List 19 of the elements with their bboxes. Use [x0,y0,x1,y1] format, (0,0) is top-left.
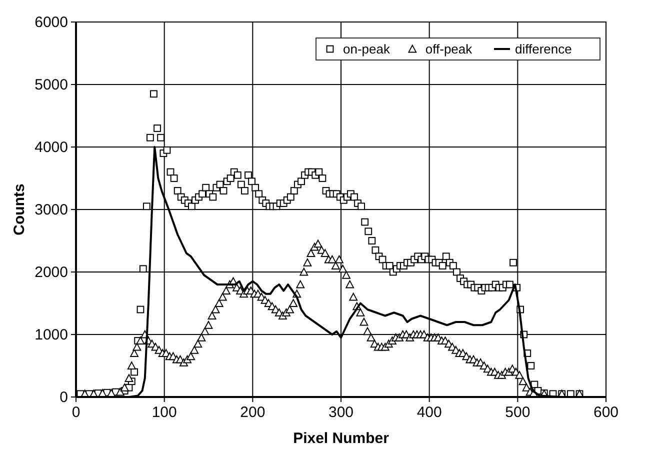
y-tick-label: 4000 [34,139,68,156]
x-axis-title: Pixel Number [293,430,390,447]
y-tick-label: 0 [60,389,68,406]
x-tick-label: 400 [416,404,442,421]
y-tick-label: 6000 [34,14,68,31]
x-tick-label: 0 [72,404,80,421]
legend-label: on-peak [343,42,390,56]
legend-label: difference [515,42,572,56]
y-tick-label: 1000 [34,326,68,344]
x-tick-label: 300 [328,404,354,421]
x-tick-label: 500 [505,404,530,421]
x-tick-label: 100 [152,404,177,421]
y-tick-label: 5000 [34,76,68,94]
x-tick-label: 200 [240,404,266,421]
y-axis-title: Counts [11,184,28,236]
x-tick-label: 600 [593,404,619,421]
legend-label: off-peak [425,42,473,56]
y-tick-label: 3000 [34,202,68,218]
y-tick-label: 2000 [34,264,68,281]
